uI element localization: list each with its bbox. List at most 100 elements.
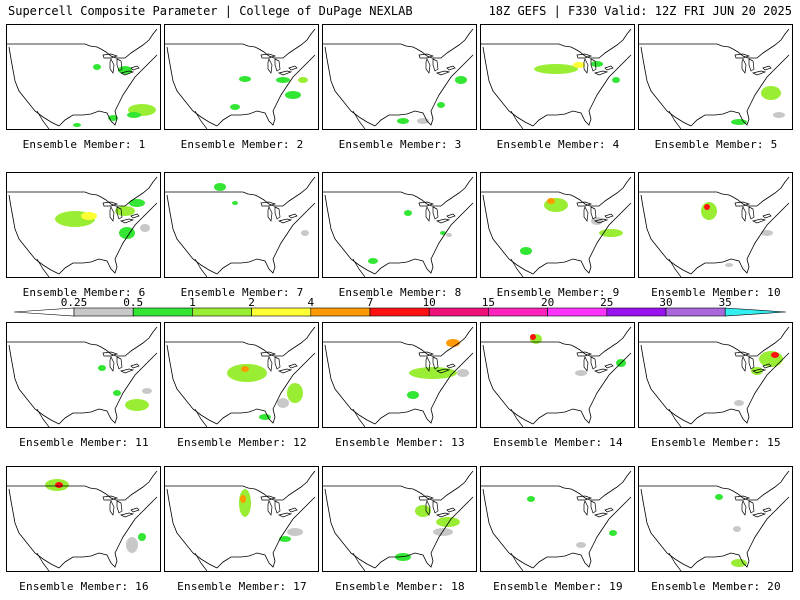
canada-border [323,326,474,357]
ensemble-member-label: Ensemble Member: 19 [493,580,623,593]
great-lake [102,53,119,59]
canada-border [323,28,474,59]
great-lake [277,70,293,76]
scp-contour [771,352,779,358]
great-lake [267,356,273,372]
scp-contour [573,62,585,68]
great-lake [432,58,439,72]
scp-contour [433,528,453,536]
great-lake [446,213,456,219]
great-lake [130,213,140,219]
great-lake [751,218,767,224]
colorbar-segment [192,307,252,317]
scp-contour [437,102,445,108]
great-lake [267,500,273,516]
ensemble-member-map [638,466,793,572]
great-lake [604,363,614,369]
ensemble-member-label: Ensemble Member: 17 [177,580,307,593]
scp-contour [440,231,446,235]
ensemble-member-map [480,172,635,278]
great-lake [576,495,593,501]
great-lake [109,500,115,516]
scp-contour [409,367,457,379]
great-lake [432,500,439,514]
scp-contour [759,351,783,367]
great-lake [116,500,123,514]
scp-contour [407,391,419,399]
ensemble-member-label: Ensemble Member: 7 [180,286,304,299]
ensemble-member-map [480,322,635,428]
colorbar-segment [310,307,371,317]
scp-contour [446,339,460,347]
great-lake [593,368,609,374]
canada-border [323,176,474,207]
ensemble-member-label: Ensemble Member: 3 [338,138,462,151]
scp-contour [520,247,532,255]
scp-contour [287,383,303,403]
ensemble-member-map [322,322,477,428]
canada-border [165,28,316,59]
great-lake [274,58,281,72]
great-lake [102,351,119,357]
baja-coast [194,258,208,277]
great-lake [741,500,747,516]
scp-contour [534,64,578,74]
scp-contour [239,489,251,517]
canada-border [165,470,316,501]
great-lake [576,351,593,357]
great-lake [748,500,755,514]
canada-border [481,28,632,59]
coastline [482,488,632,569]
baja-coast [352,110,366,129]
colorbar-segment [665,307,726,317]
ensemble-member-map [164,322,319,428]
canada-border [639,470,790,501]
scp-contour [113,390,121,396]
great-lake [260,351,277,357]
us-map [7,28,158,129]
colorbar-tick-label: 0.25 [61,298,88,309]
scp-contour [259,414,271,420]
baja-coast [36,552,50,571]
great-lake [277,368,293,374]
great-lake [116,58,123,72]
coastline [640,488,790,569]
coastline [8,344,158,425]
great-lake [435,368,451,374]
ensemble-member-label: Ensemble Member: 12 [177,436,307,449]
baja-coast [194,408,208,427]
scp-contour [127,112,141,118]
great-lake [734,495,751,501]
scp-contour [436,517,460,527]
colorbar-tick-label: 7 [367,298,374,309]
ensemble-member-label: Ensemble Member: 14 [493,436,623,449]
canada-border [481,176,632,207]
canada-border [7,326,158,357]
us-map [481,326,632,427]
us-map [323,326,474,427]
us-map [639,470,790,571]
canada-border [481,470,632,501]
scp-contour [397,118,409,124]
great-lake [576,201,593,207]
great-lake [748,58,755,72]
great-lake [288,65,298,71]
colorbar-segment [606,307,667,317]
scp-contour [232,201,238,205]
canada-border [639,326,790,357]
great-lake [119,218,135,224]
color-scale-bar: 0.25 0.5 1 2 4 7 10 15 20 25 30 35 [14,298,786,317]
great-lake [734,351,751,357]
great-lake [751,368,767,374]
colorbar-tick-label: 15 [482,298,495,309]
canada-border [639,28,790,59]
great-lake [288,507,298,513]
scp-contour [214,183,226,191]
colorbar-segment [547,307,608,317]
colorbar-segment [488,307,548,317]
ensemble-member-label: Ensemble Member: 1 [22,138,146,151]
baja-coast [510,552,524,571]
scp-contour [415,505,431,517]
colorbar-segment [428,307,489,317]
ensemble-member-map [480,466,635,572]
